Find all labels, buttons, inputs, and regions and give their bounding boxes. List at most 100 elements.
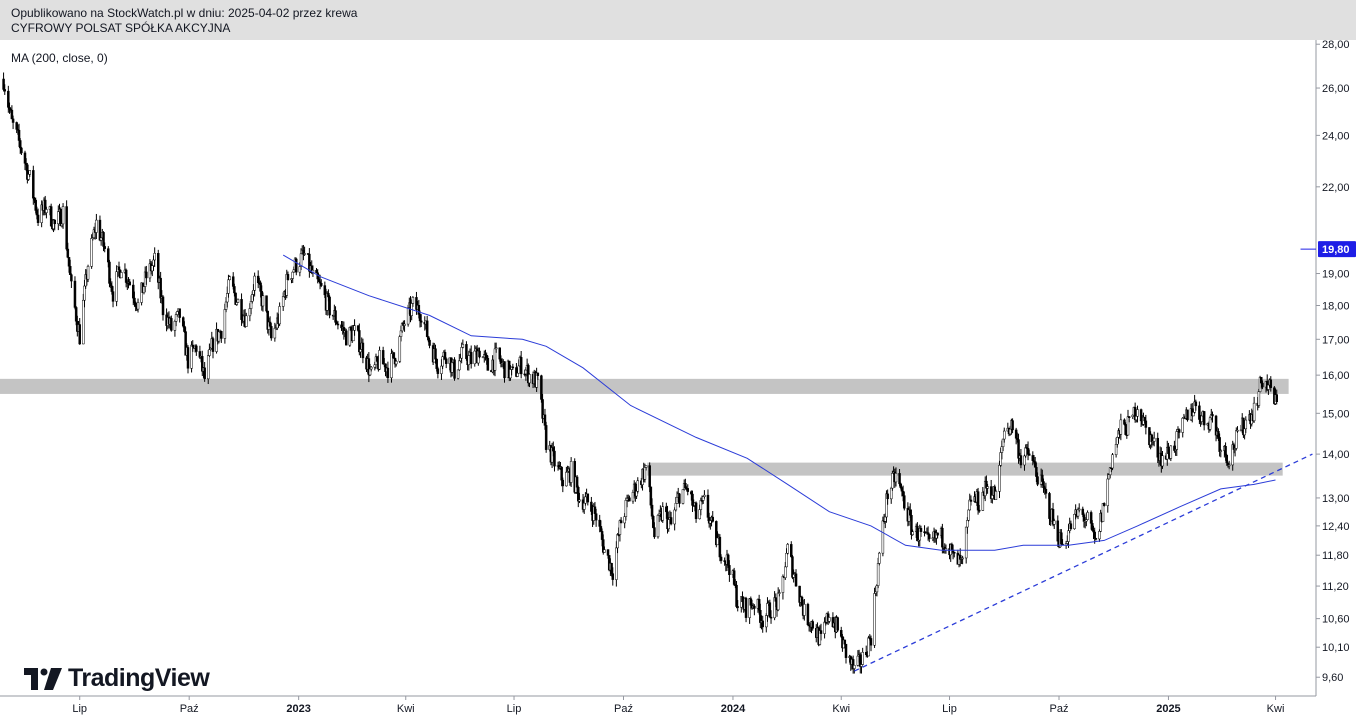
candle-body — [65, 206, 68, 250]
resistance-zone[interactable] — [0, 378, 1289, 394]
publication-line: Opublikowano na StockWatch.pl w dniu: 20… — [11, 6, 358, 20]
candle-body — [881, 520, 885, 554]
candle-body — [511, 366, 515, 369]
candle-body — [134, 302, 137, 308]
price-tick-label: 11,80 — [1322, 550, 1349, 562]
candle-body — [769, 616, 773, 619]
candle-body — [528, 374, 531, 384]
candle-body — [392, 352, 396, 359]
candle-body — [536, 372, 540, 376]
candle-body — [853, 665, 856, 669]
candle-body — [36, 214, 40, 223]
candle-body — [894, 473, 898, 483]
candle-body — [611, 573, 615, 580]
candle-body — [648, 465, 651, 488]
candle-body — [616, 534, 619, 549]
time-tick-label: Lip — [942, 703, 957, 715]
candle-body — [728, 565, 731, 576]
candle-body — [594, 513, 598, 521]
candle-body — [1036, 476, 1039, 485]
candle-body — [291, 271, 294, 279]
candle-body — [919, 528, 923, 532]
candle-body — [844, 643, 848, 658]
candle-body — [281, 296, 285, 307]
candle-body — [403, 323, 406, 326]
tradingview-logo-icon — [24, 667, 62, 690]
candle-body — [233, 286, 236, 294]
candle-body — [786, 544, 789, 554]
candle-body — [45, 209, 48, 213]
candle-body — [719, 556, 723, 561]
candle-body — [170, 318, 173, 331]
time-tick-label: Kwi — [832, 703, 850, 715]
candle-body — [128, 281, 131, 286]
candle-body — [1094, 538, 1098, 540]
candle-body — [1019, 455, 1023, 466]
candle-body — [1169, 445, 1173, 459]
price-tick-label: 10,10 — [1322, 642, 1350, 654]
candle-body — [460, 347, 463, 359]
candle-body — [436, 368, 440, 374]
price-tick-label: 19,00 — [1322, 269, 1350, 281]
candle-body — [456, 369, 460, 379]
candle-body — [208, 349, 211, 356]
candle-body — [1069, 523, 1073, 530]
candle-body — [869, 638, 873, 646]
candle-body — [444, 358, 448, 364]
logo-text: TradingView — [68, 664, 210, 692]
candle-body — [867, 637, 870, 657]
candle-body — [28, 170, 31, 175]
time-tick-label: 2023 — [286, 703, 310, 715]
candle-body — [1194, 401, 1198, 407]
candle-body — [761, 620, 764, 628]
candle-body — [1275, 394, 1278, 403]
candle-body — [794, 573, 798, 587]
resistance-zone[interactable] — [647, 462, 1283, 476]
candle-body — [1011, 420, 1014, 431]
candle-body — [603, 549, 606, 553]
tradingview-logo[interactable]: TradingView — [24, 664, 210, 693]
candle-body — [886, 493, 889, 500]
candle-body — [1235, 430, 1238, 449]
candle-body — [718, 536, 722, 558]
candle-body — [494, 347, 498, 350]
candle-body — [211, 338, 215, 352]
candle-body — [1086, 512, 1089, 520]
candle-body — [828, 617, 831, 622]
candle-body — [353, 325, 356, 331]
price-tick-label: 18,00 — [1322, 300, 1350, 312]
candle-body — [978, 509, 981, 512]
candle-body — [1044, 488, 1048, 494]
candle-body — [386, 367, 390, 379]
candle-body — [453, 359, 456, 379]
candle-body — [644, 465, 648, 468]
candle-body — [3, 89, 7, 92]
time-tick-label: 2025 — [1156, 703, 1180, 715]
candle-body — [678, 493, 681, 504]
candle-body — [434, 348, 437, 360]
candle-body — [66, 248, 70, 258]
candle-body — [186, 347, 190, 369]
candle-body — [986, 486, 989, 489]
candle-body — [203, 367, 206, 380]
candle-body — [1181, 417, 1184, 433]
candle-body — [1186, 409, 1189, 421]
candle-body — [419, 320, 423, 323]
candle-body — [61, 206, 65, 225]
candle-body — [1225, 455, 1229, 464]
candle-body — [578, 499, 581, 502]
price-tag — [1318, 241, 1356, 258]
candle-body — [967, 509, 970, 521]
candle-body — [1161, 455, 1164, 467]
candle-body — [516, 372, 519, 377]
candle-body — [998, 465, 1001, 492]
candle-body — [1257, 391, 1261, 406]
instrument-name: CYFROWY POLSAT SPÓŁKA AKCYJNA — [11, 21, 231, 35]
candle-body — [703, 494, 706, 497]
candle-body — [32, 170, 35, 199]
time-axis: Lip Paź 2023 Kwi Lip Paź 2024 Kwi Lip Paź 2025 Kwi — [72, 696, 1284, 715]
candle-body — [11, 118, 15, 123]
candle-body — [653, 527, 656, 538]
candle-body — [78, 324, 81, 345]
